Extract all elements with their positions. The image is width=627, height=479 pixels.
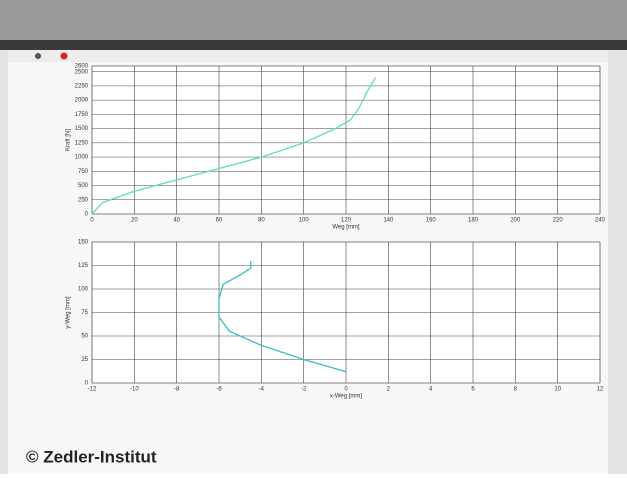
title-bar	[0, 40, 627, 50]
x-tick-label: 80	[258, 218, 265, 224]
stop-button[interactable]	[60, 52, 68, 60]
y-axis-label: Kraft [N]	[66, 129, 72, 151]
x-tick-label: 0	[344, 387, 348, 393]
x-tick-label: 220	[553, 218, 564, 224]
y-tick-label: 150	[78, 240, 89, 246]
toolbar-button[interactable]	[35, 53, 41, 59]
x-tick-label: 12	[597, 387, 604, 393]
y-tick-label: 2000	[75, 98, 89, 104]
y-tick-label: 100	[78, 287, 89, 293]
x-tick-label: 6	[471, 387, 475, 393]
y-tick-label: 250	[78, 197, 89, 203]
monitor-bezel	[0, 0, 627, 40]
x-axis-label: x-Weg [mm]	[330, 394, 363, 400]
credit: © Zedler-Institut	[26, 447, 157, 466]
x-tick-label: 180	[468, 218, 479, 224]
x-tick-label: -10	[130, 387, 139, 393]
y-tick-label: 500	[78, 183, 89, 189]
x-tick-label: 8	[514, 387, 518, 393]
x-tick-label: -6	[216, 387, 222, 393]
y-tick-label: 125	[78, 263, 89, 269]
x-tick-label: 200	[510, 218, 521, 224]
x-tick-label: 100	[299, 218, 310, 224]
data-line	[91, 77, 377, 215]
y-axis-label: y-Weg [mm]	[66, 296, 72, 329]
x-axis-label: Weg [mm]	[332, 225, 360, 231]
y-tick-label: 75	[81, 310, 88, 316]
x-tick-label: 40	[173, 218, 180, 224]
y-tick-label: 2250	[75, 84, 89, 90]
y-tick-label: 50	[81, 334, 88, 340]
y-tick-label: 1500	[75, 126, 89, 132]
x-tick-label: 60	[216, 218, 223, 224]
x-tick-label: 4	[429, 387, 433, 393]
y-tick-label: 1000	[75, 155, 89, 161]
x-tick-label: 240	[595, 218, 606, 224]
y-tick-label: 0	[85, 381, 89, 387]
x-tick-label: 160	[426, 218, 437, 224]
x-tick-label: 10	[554, 387, 561, 393]
x-tick-label: 140	[383, 218, 394, 224]
y-tick-label: 1250	[75, 140, 89, 146]
x-tick-label: -12	[88, 387, 97, 393]
x-tick-label: -2	[301, 387, 307, 393]
y-tick-label: 25	[81, 357, 88, 363]
x-tick-label: -4	[259, 387, 265, 393]
x-tick-label: -8	[174, 387, 180, 393]
y-tick-label: 2600	[75, 64, 89, 70]
y-tick-label: 2500	[75, 69, 89, 75]
x-tick-label: 20	[131, 218, 138, 224]
x-tick-label: 120	[341, 218, 352, 224]
x-tick-label: 2	[387, 387, 391, 393]
y-tick-label: 0	[85, 212, 89, 218]
y-tick-label: 1750	[75, 112, 89, 118]
x-tick-label: 0	[90, 218, 94, 224]
y-tick-label: 750	[78, 169, 89, 175]
toolbar	[8, 50, 608, 62]
data-line	[218, 260, 347, 373]
